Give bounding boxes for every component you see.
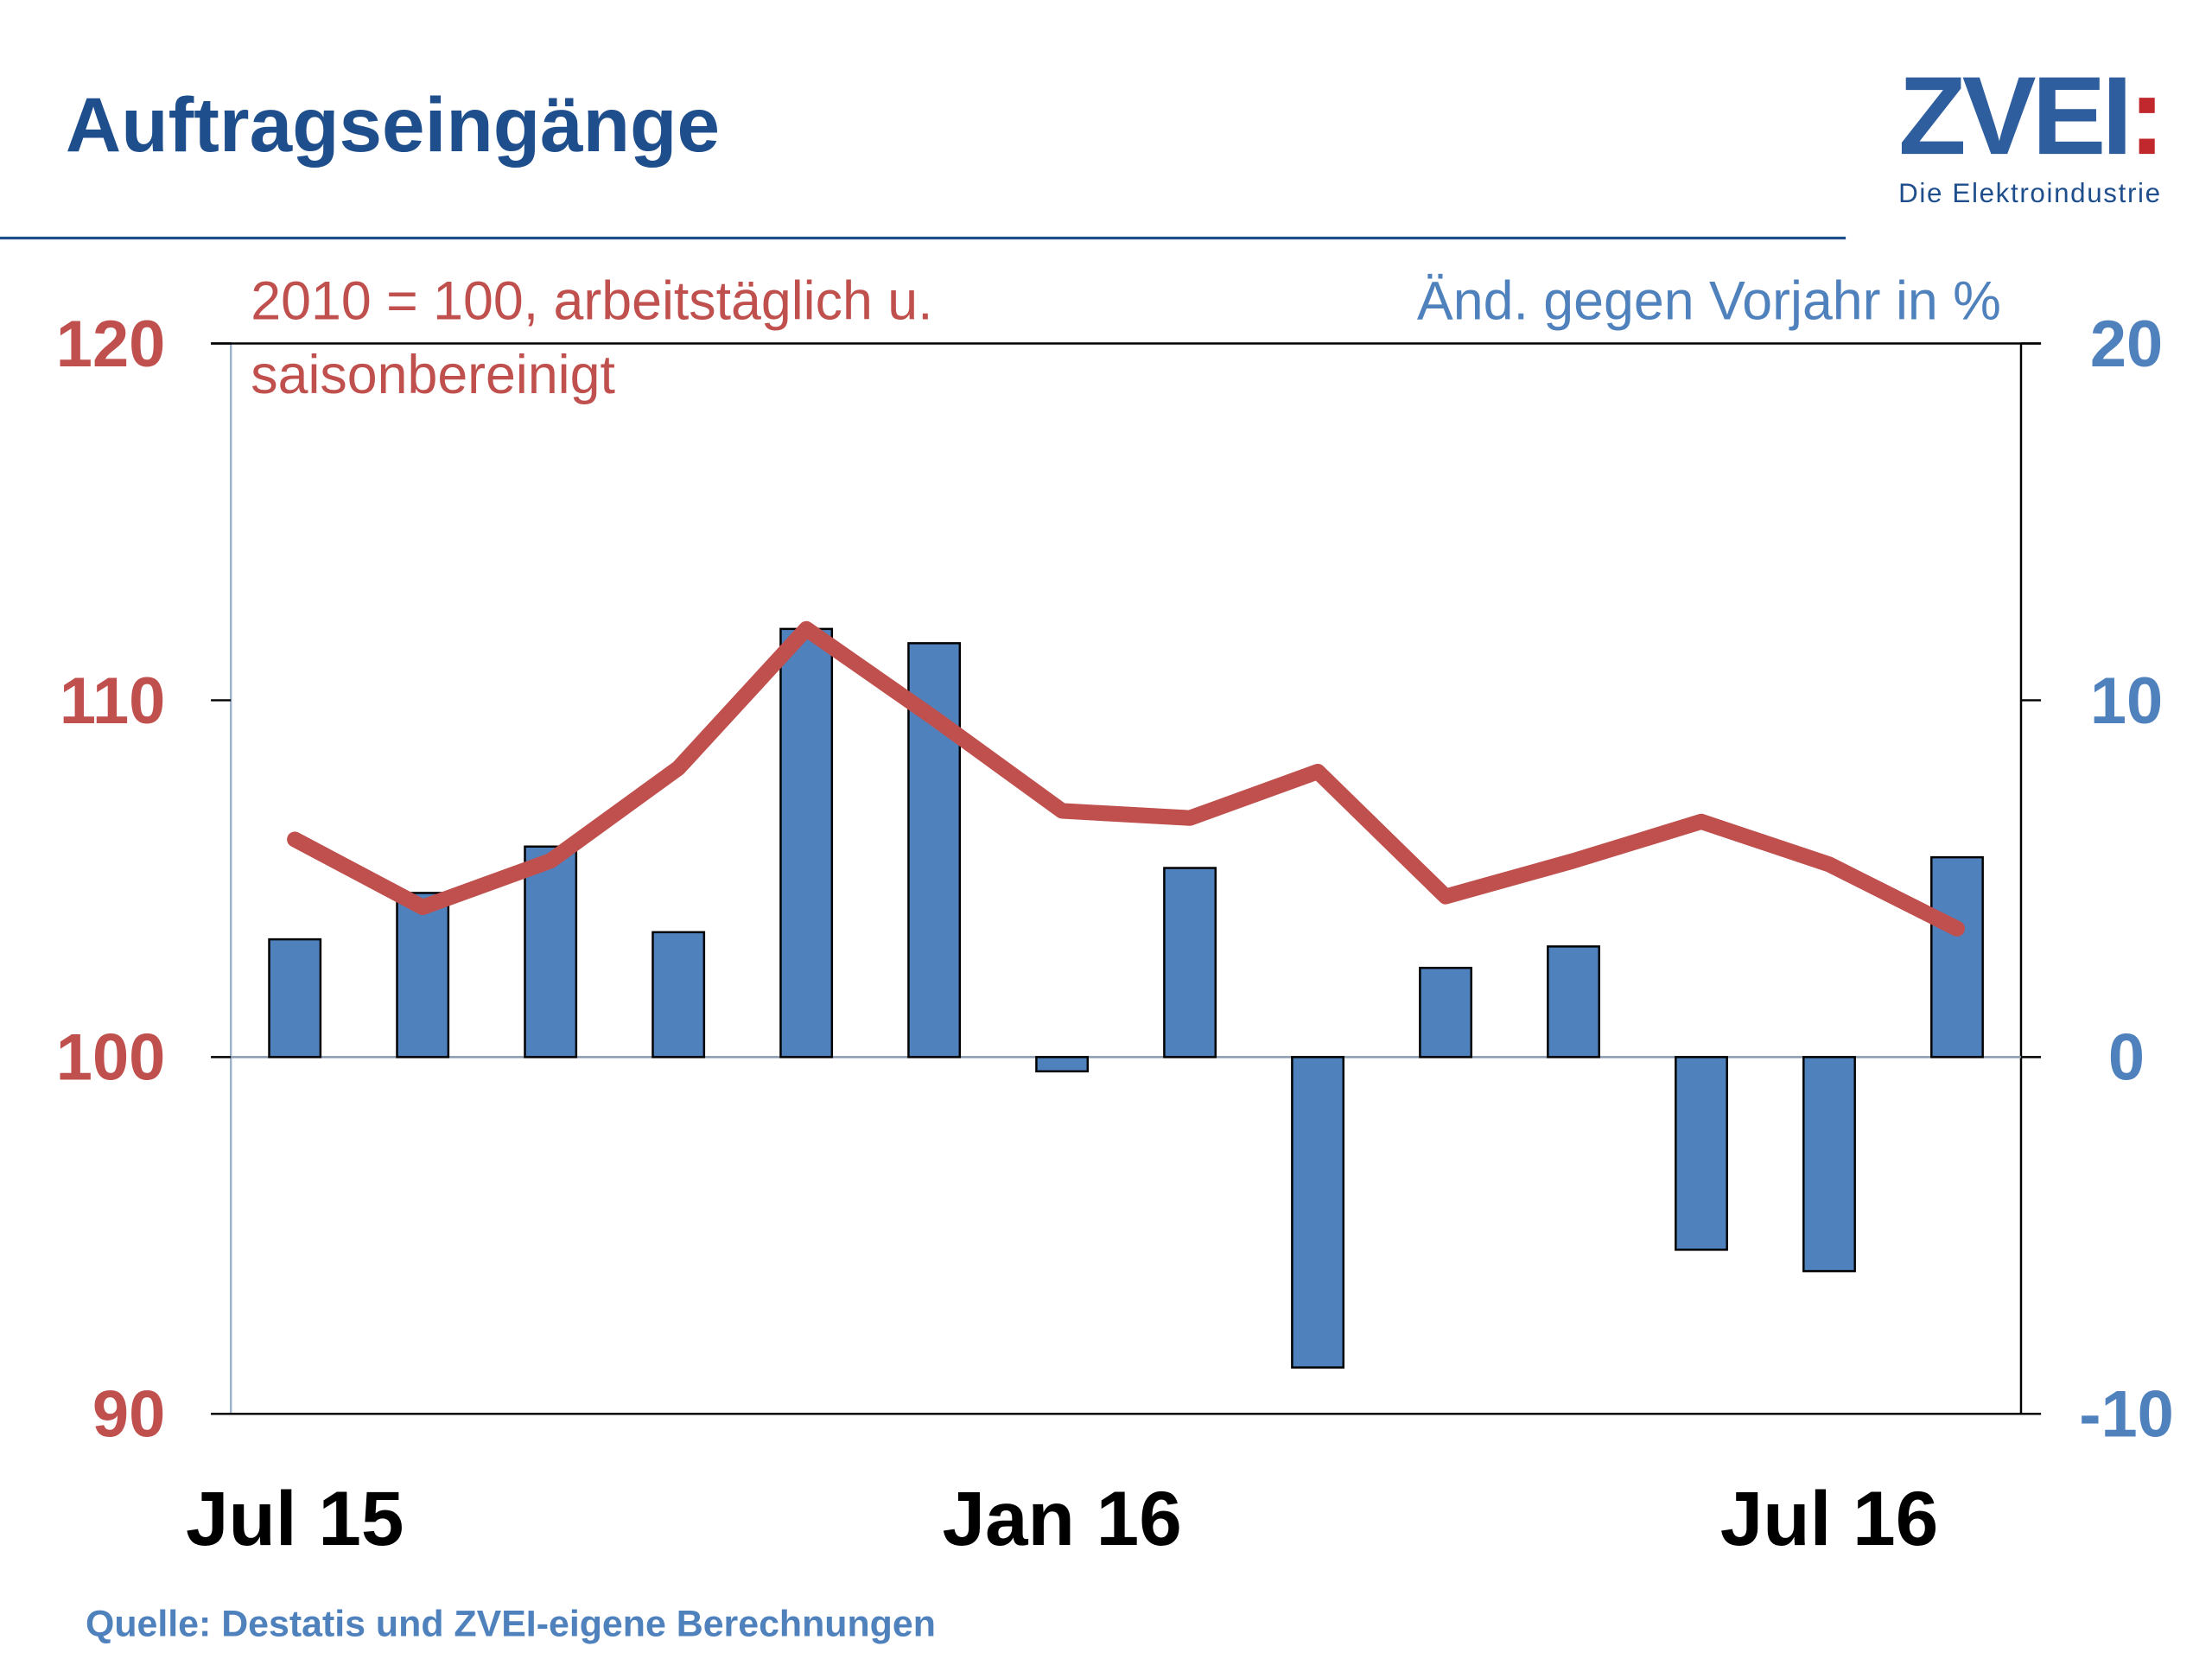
bar	[1419, 966, 1472, 1058]
bar	[907, 642, 962, 1058]
bar	[1930, 855, 1984, 1058]
y-tick-label: 100	[56, 1021, 166, 1095]
bar	[1675, 1056, 1728, 1251]
y-tick-label: 120	[56, 308, 166, 381]
right-axis-note: Änd. gegen Vorjahr in %	[1417, 270, 2001, 331]
slide-title: Auftragseingänge	[66, 81, 720, 168]
bar	[396, 892, 450, 1058]
logo: ZVEI:	[1898, 54, 2161, 178]
bar	[1163, 867, 1217, 1058]
bar	[1547, 945, 1600, 1058]
left-axis-note: saisonbereinigt	[251, 345, 615, 405]
bar	[1291, 1056, 1344, 1369]
x-tick-label: Jan 16	[942, 1475, 1181, 1561]
line	[287, 620, 1966, 937]
left-axis-note: 2010 = 100, arbeitstäglich u.	[251, 270, 932, 331]
bar	[268, 938, 322, 1058]
y-tick-label: 90	[92, 1378, 165, 1452]
plot: 90 100 110 120 -10 0 10 20 Jul 15 Jan 16 Jul 16	[56, 308, 2174, 1561]
bar	[524, 845, 578, 1058]
bar	[1802, 1056, 1856, 1273]
y2-tick-label: 0	[2108, 1021, 2145, 1095]
bar	[652, 931, 706, 1058]
y2-tick-label: 20	[2090, 308, 2163, 381]
x-tick-label: Jul 15	[186, 1475, 404, 1561]
source: Quelle: Destatis und ZVEI-eigene Berechn…	[86, 1604, 936, 1645]
logo-colon: :	[2128, 54, 2161, 178]
bar	[779, 627, 834, 1058]
y2-tick-label: -10	[2079, 1378, 2174, 1452]
logo-tagline: Die Elektroindustrie	[1898, 178, 2162, 208]
bar	[1035, 1056, 1090, 1073]
y-tick-label: 110	[60, 664, 165, 738]
x-tick-label: Jul 16	[1720, 1475, 1939, 1561]
y2-tick-label: 10	[2090, 664, 2163, 738]
logo-name: ZVEI	[1898, 54, 2128, 178]
